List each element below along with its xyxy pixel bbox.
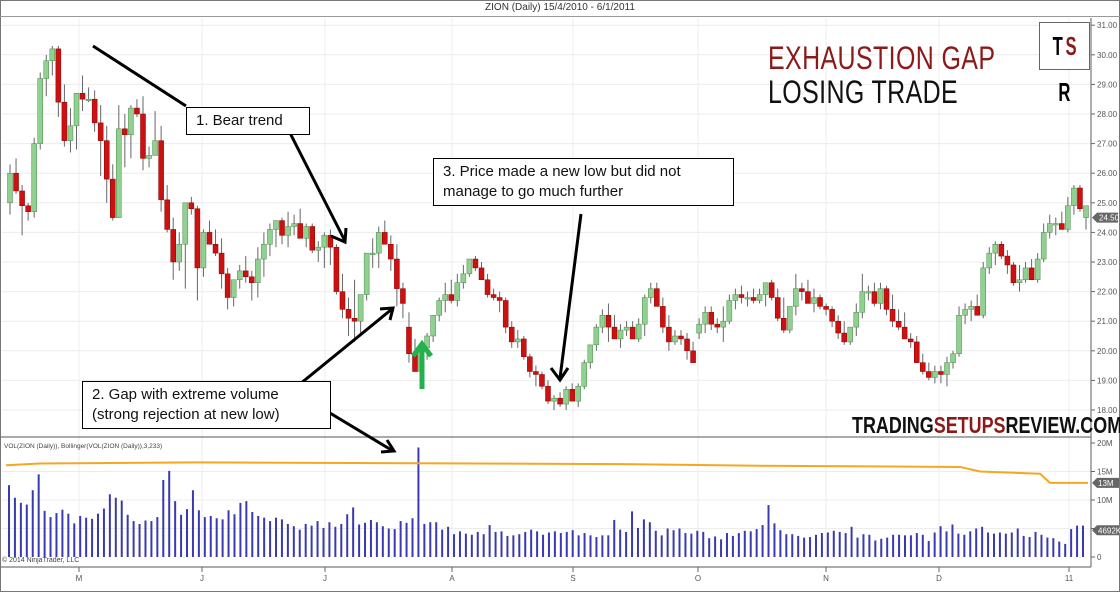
svg-text:11: 11 [1065, 574, 1074, 583]
volume-bars [5, 447, 1088, 557]
svg-text:10M: 10M [1097, 496, 1113, 505]
svg-text:26.00: 26.00 [1097, 169, 1118, 178]
callout-bear-trend-text: 1. Bear trend [196, 112, 283, 129]
price-candles [7, 45, 1089, 410]
svg-text:J: J [200, 574, 204, 583]
svg-text:A: A [449, 574, 455, 583]
gap-arrowhead-up [379, 306, 395, 321]
headline-exhaustion-gap: EXHAUSTION GAP [768, 40, 996, 76]
site-part-trading: TRADING [852, 412, 934, 438]
svg-text:23.00: 23.00 [1097, 258, 1118, 267]
svg-text:25.00: 25.00 [1097, 199, 1118, 208]
new-low-arrowhead [549, 367, 570, 383]
svg-text:N: N [823, 574, 829, 583]
annotation-arrows [92, 44, 583, 454]
new-low-arrow [558, 213, 583, 379]
svg-text:18.00: 18.00 [1097, 406, 1118, 415]
callout-gap-line1: 2. Gap with extreme volume [92, 386, 279, 403]
callout-bear-trend: 1. Bear trend [186, 107, 310, 135]
svg-text:S: S [570, 574, 575, 583]
headline-losing-trade: LOSING TRADE [768, 74, 959, 110]
svg-text:22.00: 22.00 [1097, 288, 1118, 297]
svg-text:J: J [323, 574, 327, 583]
svg-text:0: 0 [1097, 553, 1102, 562]
site-watermark: TRADINGSETUPSREVIEW.COM [852, 412, 1120, 439]
callout-gap-line2: (strong rejection at new low) [92, 406, 280, 423]
bear-trend-arrowhead [330, 227, 348, 245]
svg-text:31.00: 31.00 [1097, 21, 1118, 30]
axes: 31.00 30.00 29.00 28.00 27.00 26.00 25.00 24.00… [0, 18, 1120, 583]
site-part-review: REVIEW.COM [1005, 412, 1120, 438]
svg-text:20M: 20M [1097, 439, 1113, 448]
title-divider [0, 16, 1120, 17]
svg-text:21.00: 21.00 [1097, 317, 1118, 326]
tsr-logo: T SR [1039, 22, 1090, 107]
callout-new-low-line2: manage to go much further [443, 183, 624, 200]
svg-text:19.00: 19.00 [1097, 376, 1118, 385]
svg-text:24.00: 24.00 [1097, 228, 1118, 237]
svg-text:4692K: 4692K [1098, 526, 1120, 535]
svg-text:D: D [936, 574, 942, 583]
gap-arrowhead-down [380, 439, 397, 454]
svg-text:30.00: 30.00 [1097, 51, 1118, 60]
logo-r: R [1058, 77, 1071, 107]
site-part-setups: SETUPS [933, 412, 1006, 438]
callout-gap-volume: 2. Gap with extreme volume (strong rejec… [82, 381, 331, 429]
volume-panel-label: VOL(ZION (Daily)), Bollinger(VOL(ZION (D… [4, 443, 163, 450]
copyright-text: © 2014 NinjaTrader, LLC [2, 557, 80, 564]
svg-text:27.00: 27.00 [1097, 140, 1118, 149]
svg-text:15M: 15M [1097, 468, 1113, 477]
svg-text:O: O [695, 574, 701, 583]
svg-text:28.00: 28.00 [1097, 110, 1118, 119]
svg-text:29.00: 29.00 [1097, 80, 1118, 89]
svg-text:24.50: 24.50 [1099, 214, 1120, 223]
svg-text:M: M [76, 574, 83, 583]
callout-new-low-line1: 3. Price made a new low but did not [443, 163, 681, 180]
bear-trend-arrow-line-a [92, 44, 187, 108]
logo-t: T [1052, 31, 1063, 61]
bear-trend-arrow-line-b [288, 132, 347, 242]
entry-arrow-icon [411, 339, 433, 358]
svg-text:20.00: 20.00 [1097, 347, 1118, 356]
callout-new-low: 3. Price made a new low but did not mana… [433, 158, 734, 206]
svg-text:13M: 13M [1098, 479, 1114, 488]
chart-title: ZION (Daily) 15/4/2010 - 6/1/2011 [485, 2, 635, 13]
gap-arrow-up [299, 307, 393, 386]
logo-s: S [1065, 31, 1077, 61]
